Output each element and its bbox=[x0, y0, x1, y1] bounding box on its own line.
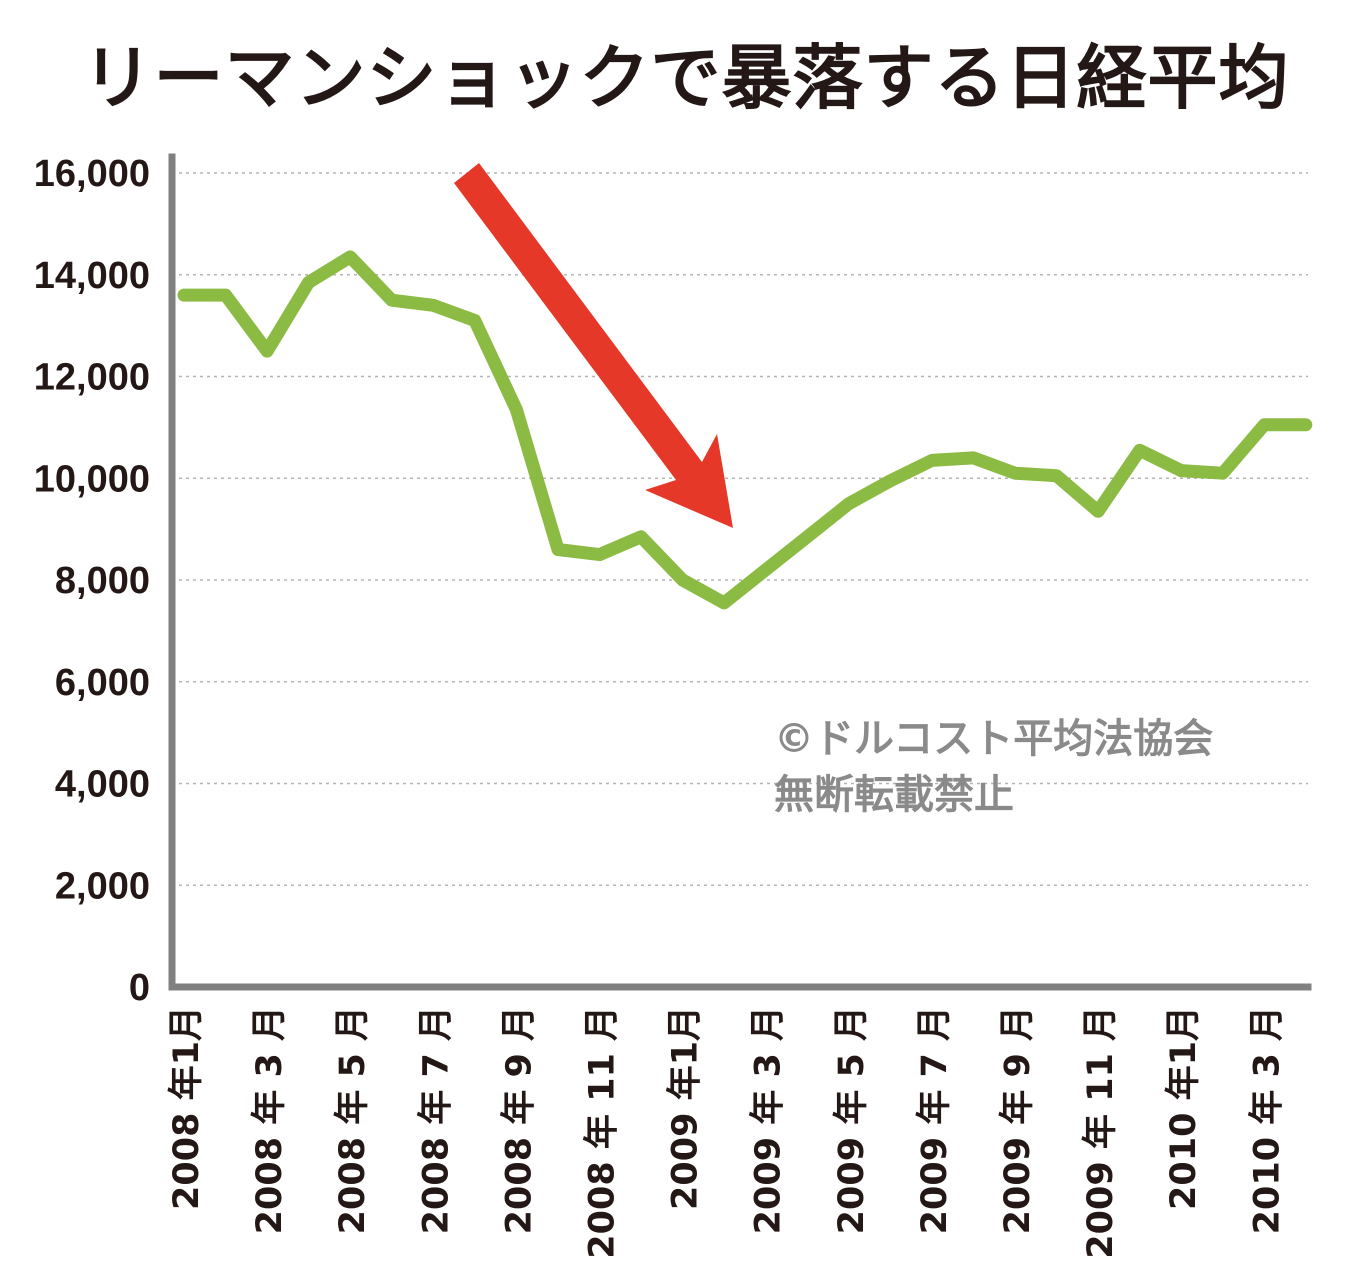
x-tick-label: 2010 年1月 bbox=[1164, 1006, 1204, 1210]
data-point bbox=[308, 281, 310, 283]
data-point bbox=[266, 350, 268, 352]
x-tick-label: 2008 年 3 月 bbox=[250, 1006, 290, 1234]
y-tick-label: 6,000 bbox=[55, 662, 150, 704]
data-point bbox=[848, 503, 850, 505]
series-points bbox=[183, 256, 1307, 604]
data-point bbox=[889, 480, 891, 482]
y-axis-ticks: 0 2,000 4,000 6,000 8,000 10,000 12,000 14,000 1… bbox=[34, 153, 150, 1009]
x-tick-label: 2009 年 5 月 bbox=[832, 1006, 872, 1234]
data-point bbox=[806, 536, 808, 538]
data-point bbox=[599, 554, 600, 556]
data-point bbox=[1180, 470, 1182, 472]
x-tick-label: 2009 年 7 月 bbox=[915, 1006, 955, 1234]
data-point bbox=[515, 409, 517, 411]
x-tick-label: 2008 年 11 月 bbox=[583, 1006, 623, 1259]
data-point bbox=[391, 299, 393, 301]
data-point bbox=[682, 579, 684, 581]
x-tick-label: 2010 年 3 月 bbox=[1247, 1006, 1287, 1234]
x-tick-label: 2009 年1月 bbox=[666, 1006, 706, 1210]
data-point bbox=[723, 602, 725, 604]
data-point bbox=[225, 294, 227, 296]
data-point bbox=[557, 549, 559, 550]
grid-lines bbox=[172, 172, 1308, 886]
data-point bbox=[474, 320, 476, 321]
x-tick-label: 2009 年 11 月 bbox=[1081, 1006, 1121, 1259]
y-tick-label: 8,000 bbox=[55, 560, 150, 602]
data-point bbox=[640, 536, 642, 538]
x-tick-label: 2009 年 3 月 bbox=[749, 1006, 789, 1234]
data-point bbox=[432, 304, 434, 306]
x-tick-label: 2008 年 7 月 bbox=[416, 1006, 456, 1234]
data-point bbox=[931, 459, 933, 461]
data-point bbox=[183, 294, 185, 296]
data-point bbox=[1139, 449, 1141, 451]
y-tick-label: 12,000 bbox=[34, 357, 150, 399]
chart-title: リーマンショックで暴落する日経平均 bbox=[82, 37, 1290, 119]
watermark-line-1: ©ドルコスト平均法協会 bbox=[774, 716, 1213, 762]
data-point bbox=[1305, 424, 1307, 426]
y-tick-label: 4,000 bbox=[55, 764, 150, 806]
y-tick-label: 16,000 bbox=[34, 153, 150, 195]
axis-lines bbox=[168, 153, 1312, 991]
x-tick-label: 2008 年 9 月 bbox=[499, 1006, 539, 1234]
x-axis-ticks: 2008 年1月 2008 年 3 月 2008 年 5 月 2008 年 7 月 20… bbox=[167, 1006, 1287, 1259]
data-point bbox=[1014, 472, 1016, 474]
y-tick-label: 14,000 bbox=[34, 255, 150, 297]
watermark-line-2: 無断転載禁止 bbox=[774, 772, 1014, 818]
y-tick-label: 2,000 bbox=[55, 865, 150, 907]
data-point bbox=[1097, 510, 1099, 512]
data-point bbox=[1263, 424, 1265, 426]
data-point bbox=[349, 256, 351, 258]
y-tick-label: 0 bbox=[129, 967, 150, 1009]
nikkei-series-line bbox=[177, 250, 1313, 610]
down-arrow-icon bbox=[454, 163, 733, 528]
x-tick-label: 2008 年 5 月 bbox=[333, 1006, 373, 1234]
data-point bbox=[1222, 472, 1224, 474]
data-point bbox=[972, 457, 974, 459]
x-tick-label: 2008 年1月 bbox=[167, 1006, 207, 1210]
x-tick-label: 2009 年 9 月 bbox=[998, 1006, 1038, 1234]
data-point bbox=[765, 569, 767, 571]
y-tick-label: 10,000 bbox=[34, 458, 150, 500]
data-point bbox=[1056, 475, 1057, 477]
